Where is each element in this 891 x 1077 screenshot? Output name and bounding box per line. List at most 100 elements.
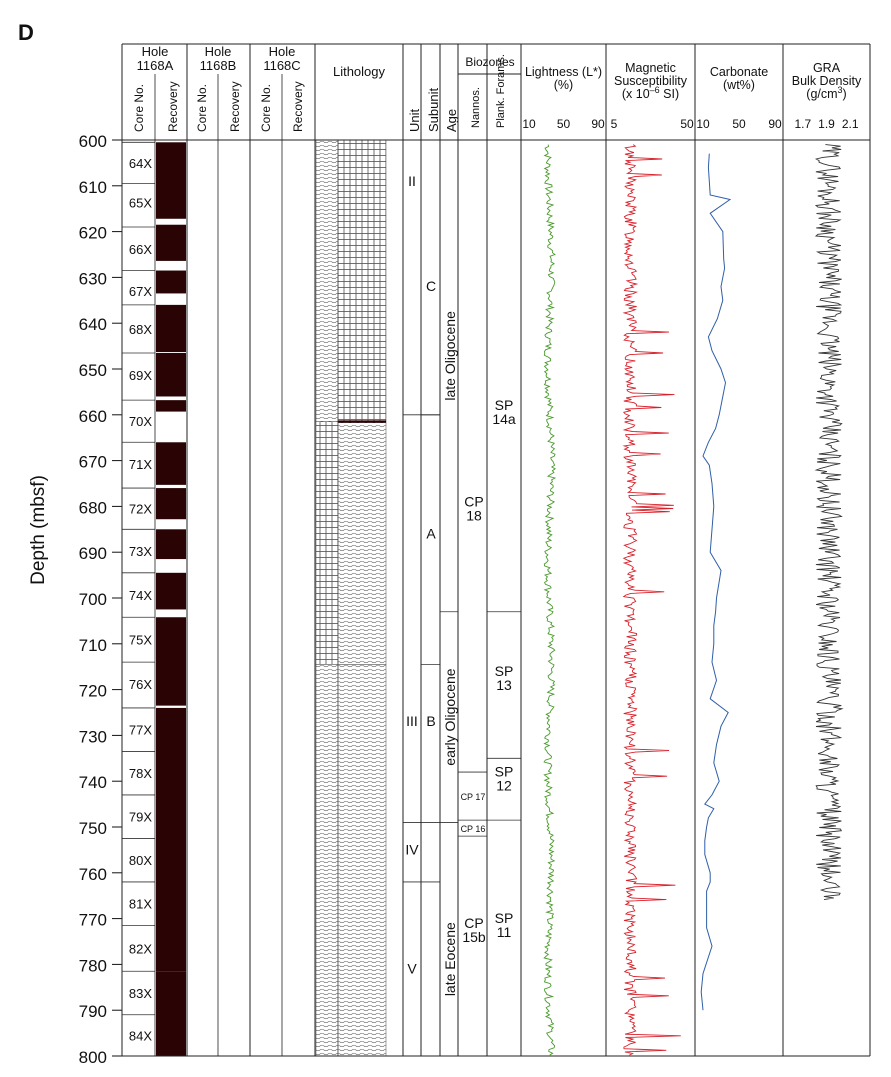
nanno-zone-label: CP: [464, 915, 483, 931]
core-label: 80X: [129, 853, 152, 868]
recovery-block: [156, 304, 186, 353]
lithology-pattern: [337, 139, 387, 422]
nanno-zone-label: 15b: [462, 929, 486, 945]
nanno-zone-label: CP: [464, 493, 483, 509]
log-tick-label: 10: [522, 117, 536, 131]
core-label: 73X: [129, 544, 152, 559]
foram-zone-label: 12: [496, 778, 512, 794]
depth-tick-label: 780: [79, 956, 107, 975]
recovery-header-b: Recovery: [228, 81, 242, 132]
lithology-pattern: [337, 664, 387, 1057]
core-label: 75X: [129, 633, 152, 648]
nanno-zone-label: CP 17: [461, 792, 486, 802]
recovery-block: [156, 529, 186, 560]
depth-tick-label: 680: [79, 498, 107, 517]
log-title: Bulk Density: [792, 74, 862, 88]
log-title-part: (x 10: [622, 87, 650, 101]
foram-zone-label: SP: [495, 910, 514, 926]
log-tick-label: 50: [680, 117, 694, 131]
recovery-header-a: Recovery: [166, 81, 180, 132]
recovery-block: [156, 142, 186, 219]
core-label: 81X: [129, 897, 152, 912]
depth-tick-label: 770: [79, 911, 107, 930]
recovery-block: [156, 224, 186, 261]
core-label: 74X: [129, 588, 152, 603]
depth-tick-label: 790: [79, 1002, 107, 1021]
biozones-header: Biozones: [465, 55, 514, 69]
log-title: (%): [554, 78, 573, 92]
recovery-block: [156, 270, 186, 294]
core-label: 84X: [129, 1028, 152, 1043]
age-label: late Eocene: [442, 922, 458, 996]
magsus-curve: [622, 144, 681, 1056]
depth-tick-label: 750: [79, 819, 107, 838]
core-no-header-b: Core No.: [195, 84, 209, 132]
foram-zone-label: SP: [495, 397, 514, 413]
lithology-pattern: [315, 421, 339, 665]
depth-tick-label: 760: [79, 865, 107, 884]
foram-zone-label: SP: [495, 764, 514, 780]
core-label: 70X: [129, 414, 152, 429]
hole-a-title-2: 1168A: [137, 58, 174, 73]
depth-tick-label: 660: [79, 407, 107, 426]
log-title: GRA: [813, 61, 841, 75]
core-label: 64X: [129, 156, 152, 171]
depth-tick-label: 720: [79, 682, 107, 701]
log-title: (wt%): [723, 78, 755, 92]
hole-c-title-2: 1168C: [263, 58, 300, 73]
recovery-block: [156, 707, 186, 972]
depth-tick-label: 710: [79, 636, 107, 655]
unit-label: IV: [405, 841, 419, 857]
lithology-pattern: [315, 139, 339, 422]
gra-curve: [814, 144, 844, 901]
age-header: Age: [444, 109, 459, 132]
log-tick-label: 1.7: [794, 117, 811, 131]
unit-label: II: [408, 173, 416, 189]
log-title: Magnetic: [625, 61, 676, 75]
depth-tick-label: 600: [79, 132, 107, 151]
depth-tick-label: 630: [79, 269, 107, 288]
age-label: late Oligocene: [442, 311, 458, 401]
depth-tick-label: 640: [79, 315, 107, 334]
nanno-zone-label: CP 16: [461, 824, 486, 834]
log-title-part: (g/cm: [806, 87, 837, 101]
recovery-header-c: Recovery: [291, 81, 305, 132]
recovery-block: [156, 400, 186, 412]
carbonate-curve: [700, 153, 732, 1011]
plank-header-text: Plank. Forams.: [495, 54, 507, 128]
unit-label: III: [406, 713, 418, 729]
core-label: 67X: [129, 284, 152, 299]
subunit-label: C: [426, 278, 436, 294]
panel-label: D: [18, 20, 34, 45]
recovery-block: [156, 971, 186, 1056]
log-title: (x 10–6 SI): [622, 85, 679, 101]
foram-zone-label: SP: [495, 663, 514, 679]
core-label: 78X: [129, 766, 152, 781]
core-label: 82X: [129, 941, 152, 956]
log-title: Carbonate: [710, 65, 768, 79]
log-tick-label: 50: [732, 117, 746, 131]
log-tick-label: 1.9: [818, 117, 835, 131]
depth-tick-label: 690: [79, 544, 107, 563]
nanno-zone-label: 18: [466, 507, 482, 523]
foram-zone-label: 14a: [492, 411, 516, 427]
core-label: 71X: [129, 457, 152, 472]
hole-c-title-1: Hole: [269, 44, 296, 59]
depth-tick-label: 670: [79, 453, 107, 472]
log-tick-label: 2.1: [842, 117, 859, 131]
hole-b-title-1: Hole: [205, 44, 232, 59]
log-tick-label: 90: [591, 117, 605, 131]
core-label: 72X: [129, 502, 152, 517]
log-title-part: SI): [660, 87, 679, 101]
foram-zone-label: 13: [496, 677, 512, 693]
hole-a-title-1: Hole: [142, 44, 169, 59]
lithology-header: Lithology: [333, 64, 386, 79]
depth-axis-label: Depth (mbsf): [28, 475, 49, 585]
recovery-block: [156, 617, 186, 706]
hole-b-title-2: 1168B: [200, 58, 237, 73]
subunit-label: B: [426, 713, 435, 729]
recovery-block: [156, 352, 186, 397]
depth-tick-label: 730: [79, 727, 107, 746]
core-label: 65X: [129, 195, 152, 210]
